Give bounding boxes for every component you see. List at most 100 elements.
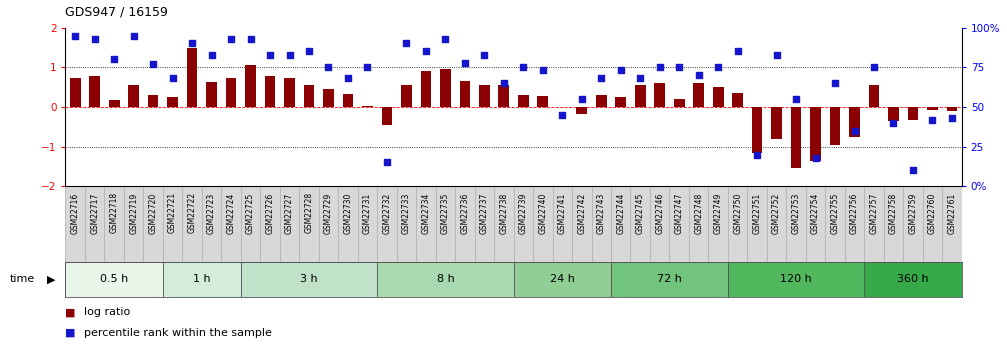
Bar <box>479 85 489 107</box>
Text: GSM22730: GSM22730 <box>343 193 352 234</box>
Bar <box>767 186 786 262</box>
Text: 0.5 h: 0.5 h <box>100 275 128 284</box>
Bar <box>615 97 626 107</box>
Point <box>437 36 453 41</box>
Bar <box>357 186 378 262</box>
Bar <box>304 85 314 107</box>
Bar <box>514 262 611 297</box>
Bar <box>222 186 241 262</box>
Bar <box>713 87 723 107</box>
Bar <box>790 107 802 168</box>
Text: GSM22720: GSM22720 <box>149 193 158 234</box>
Bar <box>518 95 529 107</box>
Text: GSM22752: GSM22752 <box>772 193 781 234</box>
Point <box>495 80 512 86</box>
Bar <box>752 107 762 152</box>
Bar <box>674 99 685 107</box>
Text: GSM22734: GSM22734 <box>421 193 430 234</box>
Bar <box>771 107 782 139</box>
Point <box>359 65 376 70</box>
Text: GSM22733: GSM22733 <box>402 193 411 234</box>
Bar <box>693 83 704 107</box>
Bar <box>849 107 860 137</box>
Bar <box>109 100 120 107</box>
Text: GSM22739: GSM22739 <box>519 193 528 234</box>
Bar <box>728 186 747 262</box>
Point <box>768 52 784 57</box>
Bar <box>634 85 645 107</box>
Bar <box>811 107 821 160</box>
Point <box>924 117 941 122</box>
Text: GSM22716: GSM22716 <box>70 193 80 234</box>
Point <box>243 36 259 41</box>
Point <box>281 52 297 57</box>
Point <box>126 33 142 38</box>
Text: GSM22751: GSM22751 <box>752 193 761 234</box>
Text: GSM22747: GSM22747 <box>675 193 684 234</box>
Bar <box>378 186 397 262</box>
Point <box>885 120 901 126</box>
Text: GSM22753: GSM22753 <box>792 193 801 234</box>
Text: GSM22722: GSM22722 <box>187 193 196 234</box>
Text: GSM22727: GSM22727 <box>285 193 294 234</box>
Point <box>554 112 570 118</box>
Bar <box>572 186 591 262</box>
Bar <box>421 71 431 107</box>
Bar <box>186 48 197 107</box>
Point <box>691 72 707 78</box>
Text: GSM22735: GSM22735 <box>441 193 450 234</box>
Bar <box>888 107 899 121</box>
Text: GSM22729: GSM22729 <box>324 193 333 234</box>
Bar <box>943 186 962 262</box>
Text: 8 h: 8 h <box>436 275 454 284</box>
Bar <box>260 186 280 262</box>
Bar <box>319 186 338 262</box>
Bar <box>611 186 630 262</box>
Bar <box>591 186 611 262</box>
Point <box>340 76 356 81</box>
Text: GSM22723: GSM22723 <box>207 193 217 234</box>
Bar <box>241 186 260 262</box>
Point <box>808 155 824 160</box>
Text: GDS947 / 16159: GDS947 / 16159 <box>65 5 168 18</box>
Point <box>652 65 668 70</box>
Bar <box>436 186 455 262</box>
Point <box>944 115 960 121</box>
Bar <box>163 186 182 262</box>
Point <box>106 57 122 62</box>
Bar <box>806 186 826 262</box>
Bar <box>299 186 319 262</box>
Point <box>399 41 415 46</box>
Text: GSM22737: GSM22737 <box>480 193 488 234</box>
Bar <box>226 78 237 107</box>
Bar <box>455 186 474 262</box>
Bar <box>323 89 334 107</box>
Point <box>87 36 103 41</box>
Bar <box>416 186 436 262</box>
Text: GSM22761: GSM22761 <box>948 193 957 234</box>
Bar <box>143 186 163 262</box>
Text: GSM22738: GSM22738 <box>499 193 509 234</box>
Text: GSM22736: GSM22736 <box>460 193 469 234</box>
Bar <box>864 186 884 262</box>
Point <box>184 41 200 46</box>
Text: GSM22726: GSM22726 <box>266 193 275 234</box>
Bar <box>69 78 81 107</box>
Point <box>301 49 317 54</box>
Bar <box>401 85 412 107</box>
Bar <box>728 262 864 297</box>
Point <box>847 128 863 134</box>
Text: GSM22746: GSM22746 <box>656 193 665 234</box>
Bar <box>382 107 393 125</box>
Bar <box>182 186 201 262</box>
Text: GSM22758: GSM22758 <box>889 193 898 234</box>
Bar <box>553 186 572 262</box>
Bar <box>630 186 650 262</box>
Text: GSM22744: GSM22744 <box>616 193 625 234</box>
Bar <box>947 107 958 111</box>
Bar <box>105 186 124 262</box>
Bar <box>378 262 514 297</box>
Bar <box>124 186 143 262</box>
Text: ▶: ▶ <box>47 275 55 284</box>
Bar <box>265 76 275 107</box>
